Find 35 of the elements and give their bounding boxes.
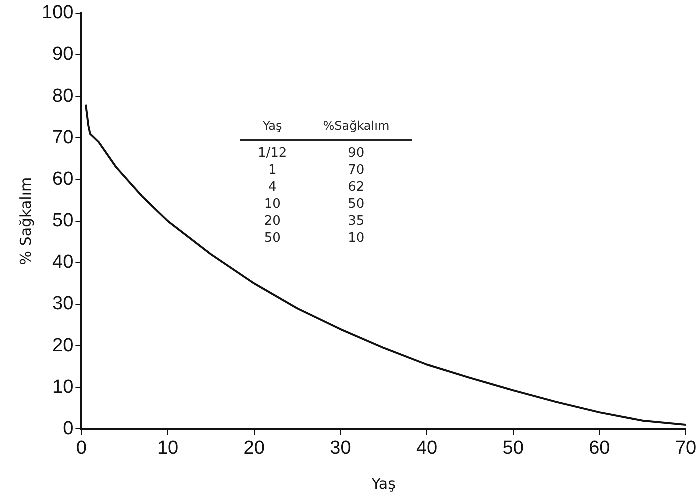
y-tick-label: 100 <box>42 2 74 24</box>
annotation: 50 <box>347 196 366 213</box>
annotation: 62 <box>347 179 366 196</box>
annotation: 70 <box>347 162 366 179</box>
annotation: 4 <box>267 179 278 196</box>
y-tick-label: 40 <box>52 252 74 274</box>
annotation: 1/12 <box>257 145 288 162</box>
x-axis-title: Yaş <box>370 474 396 493</box>
x-tick-label: 10 <box>157 438 179 459</box>
x-tick-label: 0 <box>76 438 87 459</box>
x-tick-label: 60 <box>589 438 610 459</box>
annotation: Yaş <box>262 118 284 135</box>
x-tick-label: 40 <box>416 438 438 459</box>
annotation: %Sağkalım <box>322 118 391 135</box>
y-tick-label: 0 <box>63 418 74 440</box>
annotation: 35 <box>347 213 366 230</box>
x-tick-label: 20 <box>244 438 265 459</box>
annotation: 1 <box>267 162 278 179</box>
y-tick-label: 10 <box>52 376 74 398</box>
y-tick-label: 60 <box>52 168 74 190</box>
x-tick-label: 50 <box>502 438 524 459</box>
annotation: 20 <box>263 213 282 230</box>
y-tick-label: 50 <box>52 210 74 232</box>
annotation: 50 <box>263 230 282 247</box>
y-tick-label: 30 <box>52 294 74 315</box>
x-tick-label: 70 <box>675 438 697 459</box>
y-axis-title: % Sağkalım <box>16 177 35 266</box>
y-tick-label: 70 <box>52 127 74 148</box>
annotation: 10 <box>347 230 366 247</box>
y-tick-label: 20 <box>52 335 74 356</box>
annotation: 10 <box>263 196 282 213</box>
annotation: 90 <box>347 145 366 162</box>
x-tick-label: 30 <box>330 438 352 459</box>
y-tick-label: 90 <box>52 44 74 66</box>
y-tick-label: 80 <box>52 86 74 107</box>
